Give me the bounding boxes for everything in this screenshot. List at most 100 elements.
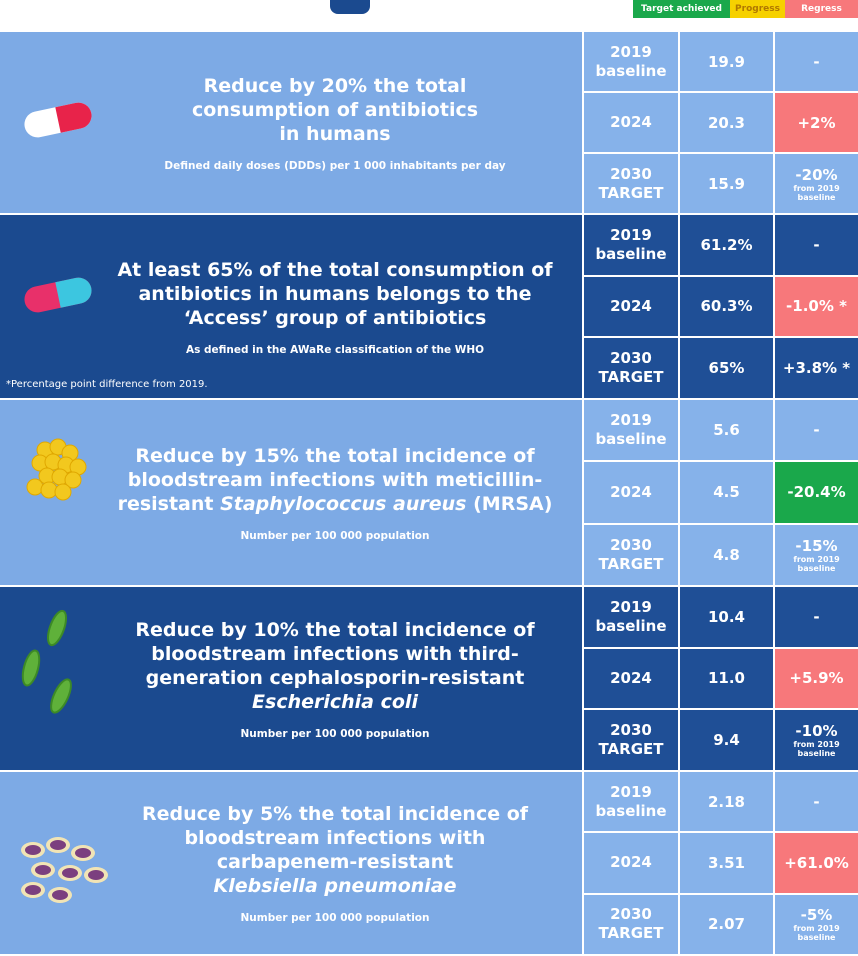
title-line: consumption of antibiotics bbox=[192, 98, 478, 122]
title-segment: At least 65% of the total consumption of bbox=[117, 258, 553, 281]
change-cell: - bbox=[773, 215, 858, 277]
title-segment: generation cephalosporin-resistant bbox=[145, 666, 525, 689]
data-row: 2019 baseline 10.4 - bbox=[582, 587, 858, 649]
value-cell: 20.3 bbox=[678, 93, 773, 154]
year-cell: 2030 TARGET bbox=[582, 154, 678, 215]
title-line: bloodstream infections with meticillin- bbox=[128, 468, 543, 492]
value-cell: 11.0 bbox=[678, 648, 773, 711]
value-cell: 65% bbox=[678, 338, 773, 400]
data-row: 2024 4.5 -20.4% bbox=[582, 462, 858, 525]
data-row: 2030 TARGET 4.8 -15% from 2019 baseline bbox=[582, 524, 858, 587]
data-row: 2030 TARGET 15.9 -20% from 2019 baseline bbox=[582, 154, 858, 215]
year-cell: 2019 baseline bbox=[582, 215, 678, 277]
change-value: - bbox=[813, 607, 820, 626]
change-note: from 2019 baseline bbox=[793, 740, 840, 759]
value-cell: 4.5 bbox=[678, 462, 773, 525]
title-line: antibiotics in humans belongs to the bbox=[138, 282, 531, 306]
change-value: +5.9% bbox=[789, 669, 844, 688]
change-cell: +61.0% bbox=[773, 833, 858, 895]
change-value: - bbox=[813, 52, 820, 71]
title-segment: Klebsiella pneumoniae bbox=[213, 875, 457, 897]
change-cell: -20% from 2019 baseline bbox=[773, 154, 858, 215]
data-row: 2019 baseline 19.9 - bbox=[582, 32, 858, 93]
year-cell: 2024 bbox=[582, 648, 678, 711]
title-line: bloodstream infections with third- bbox=[151, 642, 519, 666]
value-cell: 61.2% bbox=[678, 215, 773, 277]
title-segment: Escherichia coli bbox=[252, 690, 418, 713]
subtitle: Number per 100 000 population bbox=[240, 727, 430, 740]
section: Reduce by 5% the total incidence of blood… bbox=[0, 770, 858, 956]
legend-item: Target achieved bbox=[633, 0, 730, 18]
change-value: -10% bbox=[795, 722, 838, 741]
value-cell: 60.3% bbox=[678, 276, 773, 339]
value-cell: 15.9 bbox=[678, 154, 773, 215]
subtitle: Defined daily doses (DDDs) per 1 000 inh… bbox=[164, 159, 506, 172]
title-line: in humans bbox=[279, 122, 390, 146]
footnote: *Percentage point difference from 2019. bbox=[6, 379, 208, 390]
change-cell: +5.9% bbox=[773, 648, 858, 711]
title-segment: in humans bbox=[279, 122, 391, 145]
subtitle: Number per 100 000 population bbox=[240, 529, 430, 542]
section: Reduce by 20% the total consumption of an… bbox=[0, 30, 858, 215]
title-segment: bloodstream infections with third- bbox=[151, 642, 519, 665]
change-value: -15% bbox=[795, 536, 838, 555]
title-segment: (MRSA) bbox=[466, 492, 553, 515]
text-block: Reduce by 10% the total incidence of bloo… bbox=[88, 587, 582, 770]
title-segment: antibiotics in humans belongs to the bbox=[138, 282, 532, 305]
year-cell: 2030 TARGET bbox=[582, 524, 678, 587]
change-note: from 2019 baseline bbox=[793, 554, 840, 573]
title-segment: Reduce by 15% the total incidence of bbox=[135, 444, 535, 467]
title-segment: Reduce by 20% the total bbox=[203, 74, 467, 97]
change-cell: - bbox=[773, 400, 858, 463]
title-line: Klebsiella pneumoniae bbox=[213, 874, 456, 898]
title-line: Reduce by 15% the total incidence of bbox=[135, 444, 534, 468]
change-value: - bbox=[813, 792, 820, 811]
subtitle: As defined in the AWaRe classification o… bbox=[185, 343, 485, 356]
title-line: Reduce by 20% the total bbox=[204, 74, 467, 98]
change-cell: +2% bbox=[773, 93, 858, 154]
data-row: 2019 baseline 2.18 - bbox=[582, 772, 858, 834]
data-row: 2024 60.3% -1.0% * bbox=[582, 276, 858, 339]
change-cell: -5% from 2019 baseline bbox=[773, 894, 858, 956]
data-row: 2030 TARGET 2.07 -5% from 2019 baseline bbox=[582, 894, 858, 956]
title-line: Reduce by 10% the total incidence of bbox=[135, 618, 534, 642]
change-note: from 2019 baseline bbox=[793, 924, 840, 943]
value-cell: 19.9 bbox=[678, 32, 773, 93]
year-cell: 2019 baseline bbox=[582, 772, 678, 834]
value-cell: 4.8 bbox=[678, 524, 773, 587]
value-cell: 5.6 bbox=[678, 400, 773, 463]
change-cell: - bbox=[773, 587, 858, 649]
text-block: At least 65% of the total consumption of… bbox=[88, 215, 582, 398]
title-line: carbapenem-resistant bbox=[217, 850, 453, 874]
change-value: +3.8% * bbox=[782, 359, 851, 378]
value-cell: 2.18 bbox=[678, 772, 773, 834]
data-row: 2024 3.51 +61.0% bbox=[582, 833, 858, 895]
change-cell: +3.8% * bbox=[773, 338, 858, 400]
value-cell: 3.51 bbox=[678, 833, 773, 895]
text-block: Reduce by 5% the total incidence of blood… bbox=[88, 772, 582, 954]
year-cell: 2024 bbox=[582, 93, 678, 154]
icon bbox=[25, 435, 95, 509]
subtitle: Number per 100 000 population bbox=[240, 912, 430, 924]
change-value: - bbox=[813, 421, 820, 440]
section: Reduce by 15% the total incidence of bloo… bbox=[0, 398, 858, 587]
value-cell: 2.07 bbox=[678, 894, 773, 956]
data-row: 2030 TARGET 65% +3.8% * bbox=[582, 338, 858, 400]
year-cell: 2019 baseline bbox=[582, 400, 678, 463]
section-text: Reduce by 10% the total incidence of bloo… bbox=[0, 587, 582, 770]
icon bbox=[18, 835, 108, 909]
data-row: 2024 20.3 +2% bbox=[582, 93, 858, 154]
title-segment: bloodstream infections with bbox=[184, 827, 486, 849]
year-cell: 2024 bbox=[582, 276, 678, 339]
icon bbox=[18, 95, 98, 149]
year-cell: 2019 baseline bbox=[582, 587, 678, 649]
change-value: +61.0% bbox=[784, 853, 849, 872]
change-cell: -20.4% bbox=[773, 462, 858, 525]
change-value: -20% bbox=[795, 165, 838, 184]
icon bbox=[15, 608, 85, 732]
value-cell: 9.4 bbox=[678, 710, 773, 772]
section-text: Reduce by 20% the total consumption of an… bbox=[0, 32, 582, 213]
title-line: bloodstream infections with bbox=[185, 826, 486, 850]
data-row: 2030 TARGET 9.4 -10% from 2019 baseline bbox=[582, 710, 858, 772]
